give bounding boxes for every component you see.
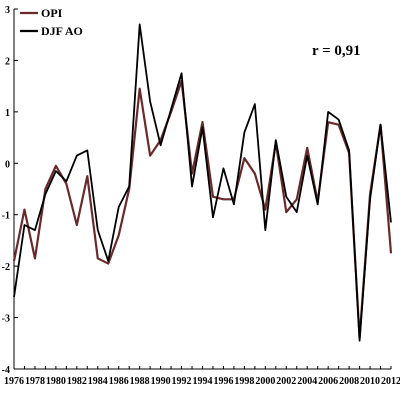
x-tick-label: 1994 <box>193 376 213 387</box>
x-tick-label: 1976 <box>4 376 24 387</box>
x-tick-label: 1980 <box>46 376 66 387</box>
y-axis-ticks: 3 2 1 0 -1 -2 -3 -4 <box>2 5 18 376</box>
x-tick-label: 2010 <box>360 376 380 387</box>
chart-axes <box>13 9 391 370</box>
x-tick-label: 2000 <box>255 376 275 387</box>
correlation-annotation: r = 0,91 <box>312 43 361 59</box>
x-tick-label: 2006 <box>318 376 338 387</box>
x-axis-ticks: 1976 1978 1980 1982 1984 1986 1988 1990 1992 1994… <box>4 366 400 387</box>
y-tick-label: -3 <box>2 314 10 325</box>
x-tick-label: 1990 <box>151 376 171 387</box>
x-tick-label: 1978 <box>25 376 45 387</box>
legend: OPI DJF AO <box>20 6 83 38</box>
y-tick-label: 1 <box>5 108 10 119</box>
series-lines <box>12 23 393 342</box>
x-tick-label: 1984 <box>88 376 108 387</box>
x-tick-label: 1988 <box>130 376 150 387</box>
x-tick-label: 2012 <box>381 376 400 387</box>
y-tick-label: 2 <box>5 56 10 67</box>
legend-label-djf-ao: DJF AO <box>41 24 83 38</box>
y-tick-label: -1 <box>2 211 10 222</box>
x-tick-label: 2004 <box>297 376 317 387</box>
x-tick-label: 1996 <box>213 376 233 387</box>
x-tick-label: 1992 <box>172 376 192 387</box>
y-tick-label: -2 <box>2 262 10 273</box>
x-tick-label: 1998 <box>234 376 254 387</box>
x-tick-label: 1982 <box>67 376 87 387</box>
series-line-djf-ao <box>13 23 392 342</box>
y-tick-label: 0 <box>5 159 10 170</box>
x-tick-label: 2002 <box>276 376 296 387</box>
y-tick-label: 3 <box>5 5 10 16</box>
series-line-opi <box>12 79 393 340</box>
legend-label-opi: OPI <box>41 6 63 20</box>
x-tick-label: 2008 <box>339 376 359 387</box>
y-tick-label: -4 <box>2 365 10 376</box>
x-tick-label: 1986 <box>109 376 129 387</box>
